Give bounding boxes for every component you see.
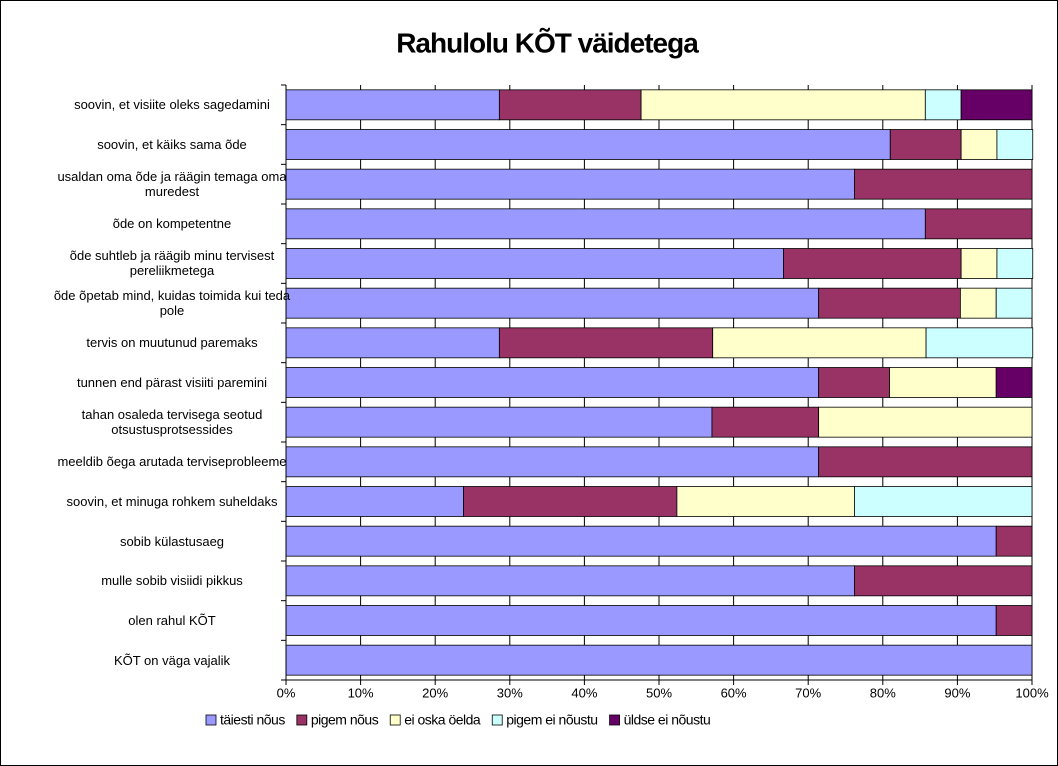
y-tick-label: soovin, et visiite oleks sagedamini [74,97,270,113]
legend-label: üldse ei nõustu [624,712,711,728]
bar-segment [995,367,1033,398]
bar-segment [676,486,855,517]
bar-segment [960,248,998,279]
y-tick-label: tervis on muutunud paremaks [86,335,258,351]
y-tick-label: usaldan oma õde ja räägin temaga oma mur… [57,169,287,200]
legend-swatch [389,714,401,726]
y-tick-label: soovin, et minuga rohkem suheldaks [66,493,278,509]
x-tick-label: 100% [1015,685,1049,700]
bar-segment [925,327,1034,359]
bar-segment [498,327,714,359]
bar-segment [711,406,820,438]
bar-segment [285,486,464,517]
bar-segment [995,605,1033,636]
bar-segment [959,287,997,319]
x-tick-label: 70% [795,685,821,700]
bar-segment [285,208,926,240]
bar-segment [285,89,500,121]
legend-swatch [491,714,503,726]
legend-label: pigem nõus [311,712,379,728]
bar-segment [285,287,820,319]
bar-segment [463,486,678,517]
y-tick-label: meeldib õega arutada terviseprobleeme [57,454,287,470]
x-tick-label: 90% [944,685,970,700]
bar-segment [854,486,1033,517]
bar-segment [285,644,1033,676]
x-tick-label: 40% [571,685,597,700]
bar-segment [285,605,997,636]
bar-segment [818,446,1033,478]
x-tick-label: 60% [721,685,747,700]
y-tick-label: tahan osaleda tervisega seotud otsustusp… [81,407,263,438]
bar-segment [854,168,1033,200]
legend-label: pigem ei nõustu [506,712,597,728]
bar-segment [498,89,642,121]
bar-segment [285,327,500,359]
bar-segment [285,367,820,398]
chart-title: Rahulolu KÕT väidetega [396,27,699,58]
bar-segment [712,327,927,359]
bar-segment [818,287,961,319]
legend-label: ei oska öelda [404,712,481,728]
bar-segment [924,208,1033,240]
bar-segment [818,367,890,398]
bar-segment [924,89,962,121]
bar-segment [889,129,962,160]
x-tick-label: 20% [422,685,448,700]
y-tick-label: õde suhtleb ja räägib minu tervisest per… [69,248,275,279]
y-tick-label: sobib külastusaeg [119,533,225,549]
x-tick-label: 30% [497,685,523,700]
bar-segment [996,248,1034,279]
bar-segment [995,525,1033,557]
bar-segment [996,129,1034,160]
legend-swatch [296,714,308,726]
bar-segment [960,129,998,160]
y-tick-label: olen rahul KÕT [128,612,216,628]
y-tick-label: tunnen end pärast visiiti paremini [76,374,268,390]
bar-segment [285,525,997,557]
y-tick-label: õde on kompetentne [112,216,232,232]
x-tick-label: 80% [870,685,896,700]
bar-segment [783,248,962,279]
bar-segment [854,565,1033,597]
y-tick-label: õde õpetab mind, kuidas toimida kui teda… [53,288,291,319]
legend-swatch [609,714,620,726]
bar-segment [818,406,1033,438]
bar-segment [285,168,855,200]
x-tick-label: 10% [348,685,374,700]
y-tick-label: mulle sobib visiidi pikkus [101,573,243,589]
bar-segment [285,248,784,279]
bar-segment [285,446,820,478]
bar-segment [960,89,1033,121]
bar-segment [995,287,1033,319]
legend-label: täiesti nõus [220,712,285,728]
x-tick-label: 0% [277,685,296,700]
y-tick-label: KÕT on väga vajalik [113,652,231,668]
bar-segment [285,565,855,597]
y-tick-label: soovin, et käiks sama õde [97,136,247,152]
legend-swatch [205,714,217,726]
bar-segment [285,129,891,160]
bar-segment [889,367,997,398]
bar-segment [285,406,713,438]
bar-segment [640,89,926,121]
x-tick-label: 50% [646,685,672,700]
